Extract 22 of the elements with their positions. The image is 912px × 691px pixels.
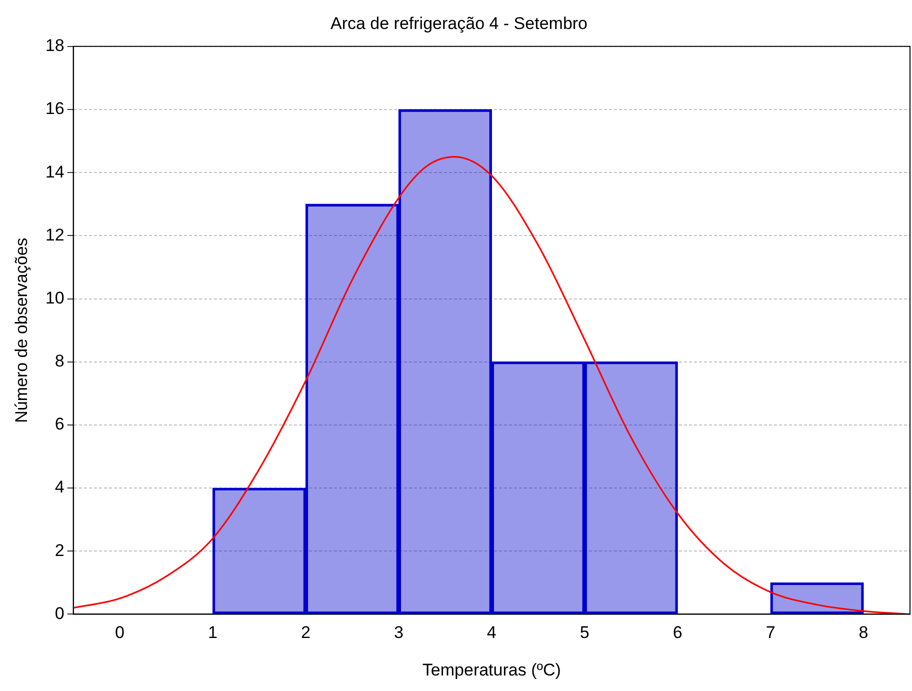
x-tick-label: 1 [208, 623, 218, 642]
x-tick-label: 5 [580, 623, 590, 642]
x-tick-label: 0 [115, 623, 125, 642]
y-tick-label: 14 [45, 162, 64, 182]
x-axis-title: Temperaturas (ºC) [422, 660, 561, 680]
y-tick-label: 0 [54, 604, 64, 623]
x-tick-label: 3 [394, 623, 404, 642]
y-tick-label: 6 [54, 414, 64, 434]
x-tick-label: 2 [300, 623, 310, 642]
y-tick-label: 2 [54, 540, 64, 560]
y-tick-label: 4 [54, 478, 64, 497]
y-tick-label: 16 [45, 99, 64, 118]
x-tick-label: 4 [486, 623, 496, 642]
y-tick-label: 18 [45, 36, 64, 56]
x-tick-label: 7 [766, 623, 776, 642]
y-tick-label: 8 [54, 352, 64, 371]
x-tick-label: 6 [672, 623, 682, 642]
x-tick-label: 8 [858, 623, 868, 642]
chart-title: Arca de refrigeração 4 - Setembro [330, 14, 588, 33]
y-tick-label: 12 [45, 225, 64, 244]
y-axis-title: Número de observações [12, 238, 31, 423]
y-tick-label: 10 [45, 288, 64, 308]
